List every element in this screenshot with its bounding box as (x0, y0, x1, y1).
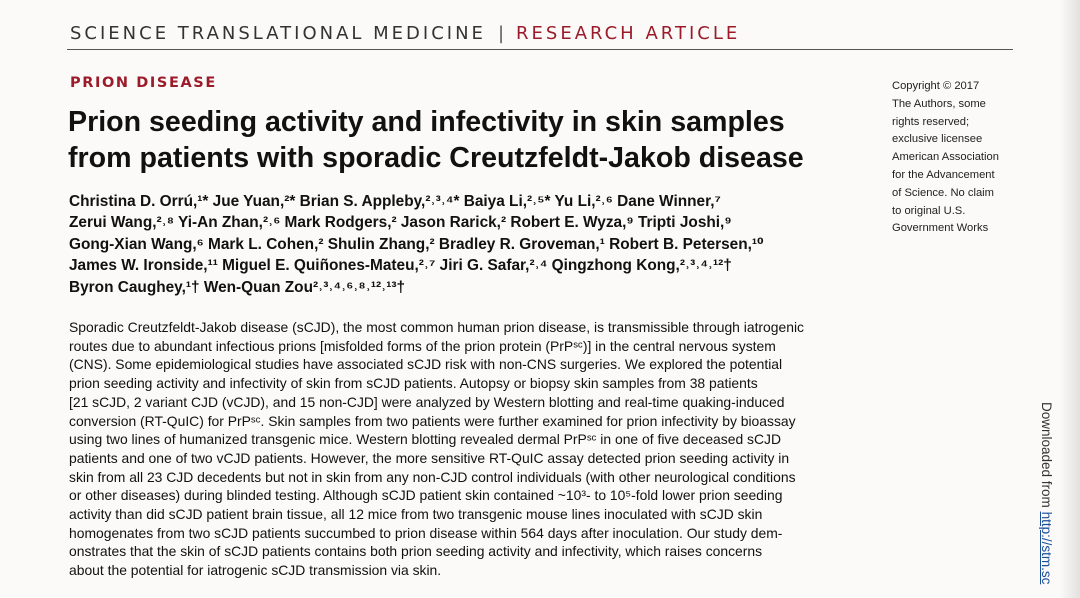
article-type: RESEARCH ARTICLE (516, 22, 741, 44)
header-rule (67, 49, 1013, 50)
abstract-line: skin from all 23 CJD decedents but not i… (69, 468, 796, 485)
abstract-line: homogenates from two sCJD patients succu… (69, 524, 783, 541)
copyright-line: for the Advancement (892, 168, 995, 181)
section-label: PRION DISEASE (70, 75, 217, 91)
abstract-line: Sporadic Creutzfeldt-Jakob disease (sCJD… (69, 319, 804, 335)
abstract-line: patients and one of two vCJD patients. H… (69, 449, 790, 466)
journal-name: SCIENCE TRANSLATIONAL MEDICINE (70, 22, 486, 44)
author-line: Byron Caughey,¹† Wen-Quan Zou²˒³˒⁴˒⁶˒⁸˒¹… (69, 278, 406, 296)
abstract-line: activity than did sCJD patient brain tis… (69, 506, 763, 523)
download-sidebar: Downloaded from http://stm.sc (1035, 402, 1057, 584)
author-list: Christina D. Orrú,¹* Jue Yuan,²* Brian S… (69, 191, 889, 298)
download-text: Downloaded from (1039, 402, 1054, 512)
copyright-line: to original U.S. (892, 204, 966, 217)
author-line: Gong-Xian Wang,⁶ Mark L. Cohen,² Shulin … (69, 235, 764, 253)
abstract-line: routes due to abundant infectious prions… (69, 337, 776, 354)
page-edge-shadow (1060, 0, 1080, 598)
copyright-line: American Association (892, 151, 999, 164)
copyright-line: Government Works (892, 222, 989, 235)
download-link[interactable]: http://stm.sc (1039, 511, 1054, 585)
header-separator: | (497, 22, 505, 44)
abstract-line: conversion (RT-QuIC) for PrPˢᶜ. Skin sam… (69, 412, 796, 429)
abstract-line: (CNS). Some epidemiological studies have… (69, 356, 783, 373)
abstract-line: using two lines of humanized transgenic … (69, 431, 781, 448)
copyright-line: The Authors, some (892, 97, 986, 110)
abstract-line: [21 sCJD, 2 variant CJD (vCJD), and 15 n… (69, 393, 785, 410)
author-line: Zerui Wang,²˒⁸ Yi-An Zhan,²˒⁶ Mark Rodge… (69, 214, 732, 232)
abstract: Sporadic Creutzfeldt-Jakob disease (sCJD… (69, 318, 869, 580)
journal-header: SCIENCE TRANSLATIONAL MEDICINE | RESEARC… (70, 20, 740, 46)
abstract-line: prion seeding activity and infectivity o… (69, 375, 758, 392)
author-line: Christina D. Orrú,¹* Jue Yuan,²* Brian S… (69, 193, 721, 210)
title-line: from patients with sporadic Creutzfeldt-… (68, 142, 804, 174)
copyright-line: rights reserved; (892, 115, 970, 128)
copyright-line: exclusive licensee (892, 133, 983, 146)
copyright-line: Copyright © 2017 (892, 80, 980, 92)
copyright-notice: Copyright © 2017 The Authors, some right… (892, 78, 1032, 238)
author-line: James W. Ironside,¹¹ Miguel E. Quiñones-… (69, 257, 732, 275)
abstract-line: or other diseases) during blinded testin… (69, 487, 783, 504)
copyright-line: of Science. No claim (892, 186, 994, 199)
abstract-line: about the potential for iatrogenic sCJD … (69, 562, 442, 579)
title-line: Prion seeding activity and infectivity i… (68, 106, 785, 138)
abstract-line: onstrates that the skin of sCJD patients… (69, 543, 763, 560)
article-title: Prion seeding activity and infectivity i… (68, 104, 868, 176)
